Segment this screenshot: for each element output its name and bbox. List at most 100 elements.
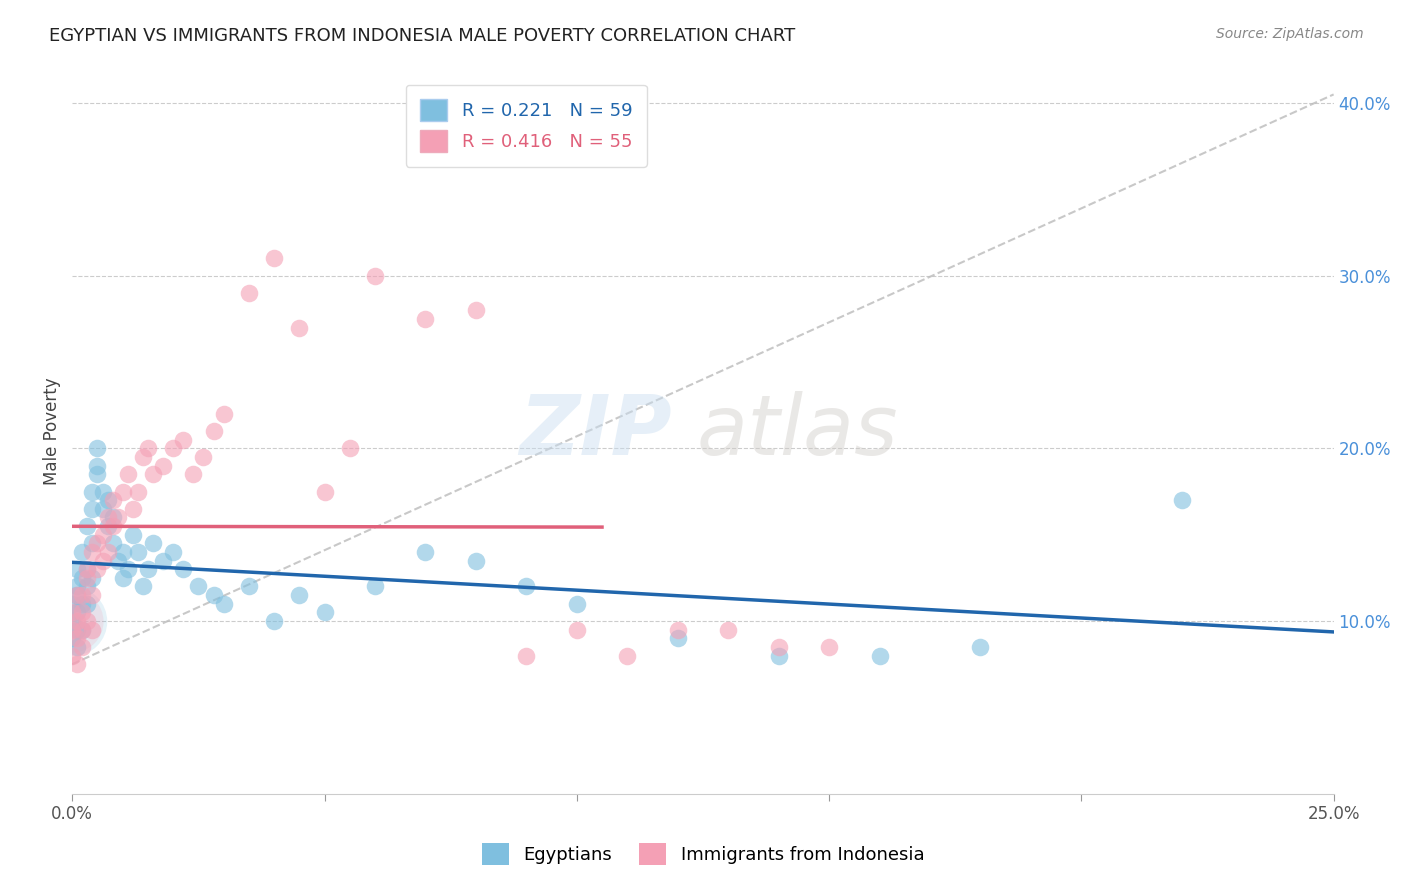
Point [72,545,94,559]
Point [162,442,184,456]
Point [616,648,638,663]
Point [515,648,537,663]
Point [193,450,215,464]
Point [72,571,94,585]
Point [314,606,336,620]
Point [212,597,235,611]
Point [82,545,104,559]
Point [101,536,124,550]
Text: atlas: atlas [697,391,898,472]
Point [717,623,740,637]
Point [127,545,149,559]
Point [136,562,159,576]
Y-axis label: Male Poverty: Male Poverty [44,377,60,485]
Point [72,640,94,654]
Point [82,571,104,585]
Point [565,623,588,637]
Point [818,640,841,654]
Point [339,442,361,456]
Point [76,597,98,611]
Point [464,303,486,318]
Point [111,484,134,499]
Point [96,545,118,559]
Point [152,458,174,473]
Point [60,597,83,611]
Point [107,553,129,567]
Point [768,640,790,654]
Point [66,614,89,628]
Point [869,648,891,663]
Point [162,545,184,559]
Legend: R = 0.221   N = 59, R = 0.416   N = 55: R = 0.221 N = 59, R = 0.416 N = 55 [406,85,647,167]
Point [72,623,94,637]
Point [76,571,98,585]
Point [415,311,437,326]
Point [117,467,139,482]
Point [60,614,83,628]
Point [202,588,225,602]
Point [288,320,311,334]
Point [263,614,285,628]
Point [314,484,336,499]
Point [76,519,98,533]
Point [96,493,118,508]
Point [288,588,311,602]
Point [82,536,104,550]
Point [152,553,174,567]
Point [1171,493,1194,508]
Point [91,484,114,499]
Point [60,614,83,628]
Point [238,285,260,300]
Point [132,450,155,464]
Point [172,433,194,447]
Point [91,501,114,516]
Point [121,527,143,541]
Point [91,553,114,567]
Point [364,579,387,593]
Point [415,545,437,559]
Text: Source: ZipAtlas.com: Source: ZipAtlas.com [1216,27,1364,41]
Point [142,467,165,482]
Point [76,579,98,593]
Point [101,519,124,533]
Point [136,442,159,456]
Point [263,252,285,266]
Point [76,562,98,576]
Point [768,648,790,663]
Point [66,623,89,637]
Point [127,484,149,499]
Point [187,579,209,593]
Point [107,510,129,524]
Point [76,562,98,576]
Point [91,527,114,541]
Point [111,571,134,585]
Point [72,597,94,611]
Point [66,657,89,672]
Point [86,536,108,550]
Point [86,442,108,456]
Point [666,632,689,646]
Point [66,632,89,646]
Point [117,562,139,576]
Point [66,606,89,620]
Point [82,623,104,637]
Point [142,536,165,550]
Point [96,510,118,524]
Point [66,562,89,576]
Point [86,562,108,576]
Point [96,519,118,533]
Point [66,588,89,602]
Point [212,407,235,421]
Point [132,579,155,593]
Point [101,510,124,524]
Point [66,579,89,593]
Point [60,614,83,628]
Point [969,640,991,654]
Point [82,501,104,516]
Point [464,553,486,567]
Point [76,614,98,628]
Point [72,588,94,602]
Point [86,458,108,473]
Point [86,467,108,482]
Point [121,501,143,516]
